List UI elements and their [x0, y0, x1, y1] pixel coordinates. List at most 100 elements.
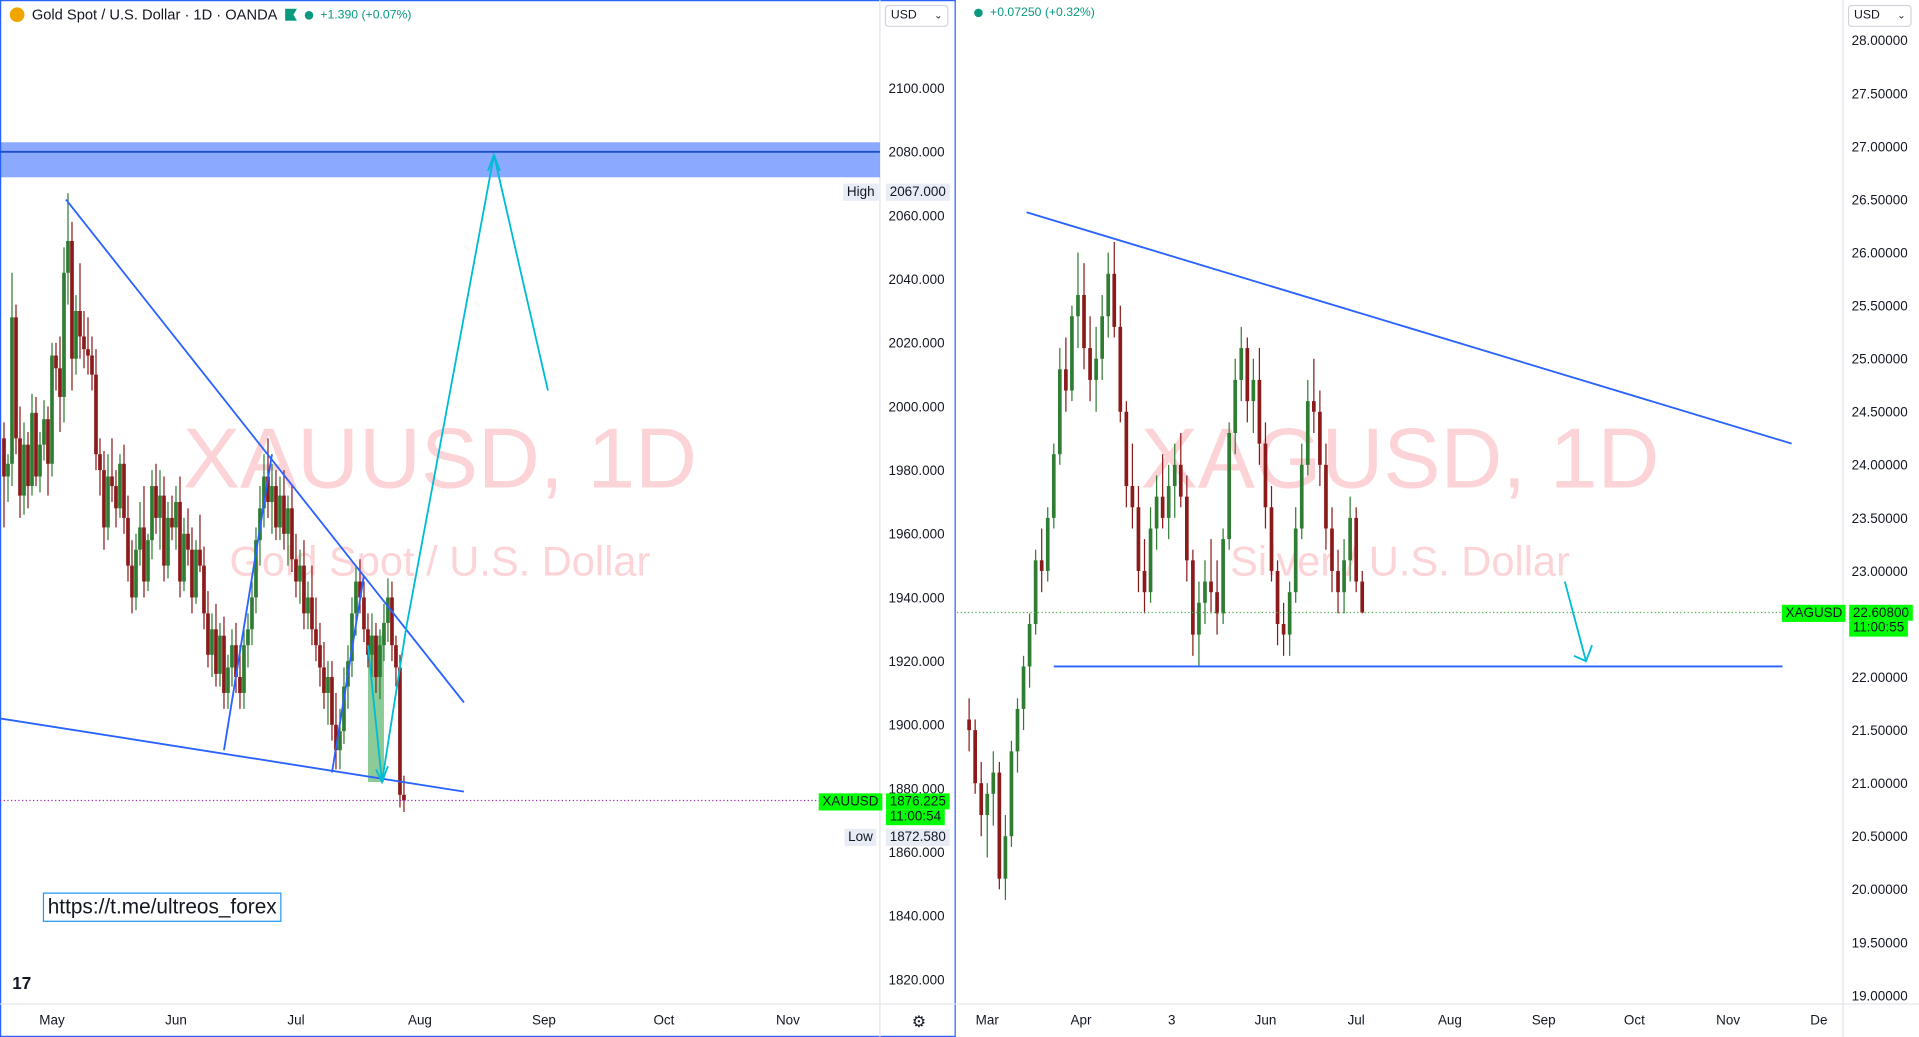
candle-body — [1342, 560, 1346, 593]
gold-chart-header: Gold Spot / U.S. Dollar · 1D · OANDA +1.… — [9, 6, 412, 23]
y-tick-label: 1860.000 — [888, 845, 944, 860]
candle-body — [214, 629, 218, 674]
candle-body — [6, 463, 10, 477]
candle-body — [82, 336, 86, 350]
y-tick-label: 27.00000 — [1852, 139, 1908, 154]
candle-body — [1360, 581, 1365, 613]
x-tick-label: Nov — [1716, 1013, 1740, 1028]
tradingview-logo[interactable]: 17 — [12, 973, 32, 993]
candle-body — [166, 517, 170, 566]
candle-body — [130, 565, 134, 598]
y-tick-label: 24.50000 — [1852, 405, 1908, 420]
candle-body — [1088, 348, 1092, 380]
gold-chart-panel[interactable]: XAUUSD, 1D Gold Spot / U.S. Dollar 1820.00… — [0, 0, 956, 1037]
candle-body — [294, 559, 298, 582]
candle-body — [238, 677, 242, 693]
candle-body — [326, 677, 330, 693]
gold-price-symbol: XAUUSD — [818, 793, 883, 811]
candle-body — [1112, 273, 1117, 327]
candle-body — [1003, 836, 1008, 879]
resistance-zone — [0, 142, 880, 178]
candle-body — [102, 470, 106, 528]
silver-last-price: 22.60800 — [1849, 604, 1913, 621]
y-tick-label: 21.50000 — [1852, 723, 1908, 738]
candle-body — [1009, 751, 1014, 837]
candle-body — [242, 645, 246, 693]
candle-body — [302, 565, 306, 614]
telegram-link[interactable]: https://t.me/ultreos_forex — [42, 892, 282, 922]
y-tick-label: 1960.000 — [888, 527, 944, 542]
candle-body — [118, 463, 122, 509]
chevron-down-icon: ⌄ — [934, 9, 943, 21]
candle-body — [1172, 464, 1177, 487]
candle-body — [1209, 581, 1213, 593]
flag-icon[interactable] — [284, 8, 298, 21]
gear-icon[interactable]: ⚙ — [911, 1012, 926, 1031]
candle-body — [50, 355, 54, 464]
candle-body — [310, 597, 314, 630]
chevron-down-icon: ⌄ — [1897, 9, 1906, 21]
candle-body — [314, 629, 318, 646]
candle-body — [34, 412, 38, 477]
silver-currency-select[interactable]: USD ⌄ — [1847, 4, 1912, 27]
silver-chart-svg[interactable]: XAGUSD, 1D Silver / U.S. Dollar 19.00000 19… — [957, 0, 1919, 1037]
candle-body — [1154, 496, 1159, 529]
gold-low-label: Low — [844, 828, 877, 846]
candle-body — [286, 508, 290, 534]
candle-body — [298, 565, 302, 582]
candle-body — [390, 597, 394, 646]
x-tick-label: Oct — [653, 1013, 674, 1028]
candle-body — [1330, 528, 1334, 571]
x-tick-label: Mar — [976, 1013, 1000, 1028]
candle-body — [58, 368, 62, 397]
gold-last-price: 1876.225 — [886, 793, 950, 810]
candle-body — [1027, 624, 1032, 667]
y-tick-label: 28.00000 — [1852, 33, 1908, 48]
descending-trendline — [1026, 211, 1792, 445]
y-tick-label: 2000.000 — [888, 399, 944, 414]
candle-body — [230, 645, 234, 668]
candle-body — [174, 501, 178, 528]
candle-body — [1057, 369, 1062, 455]
candle-body — [266, 476, 270, 502]
candle-body — [1312, 401, 1316, 412]
candle-body — [1197, 602, 1201, 635]
candle-body — [46, 419, 50, 464]
y-tick-label: 27.50000 — [1852, 86, 1908, 101]
gold-high-label: High — [843, 183, 879, 201]
candle-body — [270, 486, 274, 502]
y-tick-label: 25.00000 — [1852, 352, 1908, 367]
candle-body — [30, 412, 34, 487]
x-tick-label: May — [39, 1013, 65, 1028]
candle-body — [10, 317, 14, 464]
candle-body — [2, 438, 6, 477]
gold-currency-select[interactable]: USD ⌄ — [884, 4, 949, 27]
candle-body — [1293, 528, 1298, 593]
silver-chart-panel[interactable]: XAGUSD, 1D Silver / U.S. Dollar 19.00000 19… — [957, 0, 1919, 1037]
candle-body — [306, 597, 310, 614]
candle-body — [358, 581, 362, 598]
candle-body — [138, 527, 142, 550]
silver-price-symbol: XAGUSD — [1781, 604, 1847, 622]
candle-body — [78, 310, 82, 337]
candle-body — [1354, 517, 1359, 582]
gold-price-change: +1.390 (+0.07%) — [320, 7, 412, 22]
candle-body — [218, 635, 222, 674]
candle-body — [126, 517, 130, 566]
candle-body — [1039, 560, 1044, 571]
y-tick-label: 1920.000 — [888, 654, 944, 669]
candle-body — [1257, 379, 1262, 444]
candle-body — [382, 622, 386, 646]
candle-body — [1015, 708, 1020, 752]
candle-body — [1191, 560, 1195, 635]
candle-body — [362, 597, 366, 630]
x-tick-label: Apr — [1071, 1013, 1092, 1028]
candle-body — [997, 772, 1002, 879]
candle-body — [1184, 496, 1189, 561]
market-status-icon — [974, 8, 983, 18]
candle-body — [1021, 666, 1026, 709]
y-tick-label: 2020.000 — [888, 336, 944, 351]
candle-body — [1305, 401, 1310, 465]
candle-body — [226, 667, 230, 693]
